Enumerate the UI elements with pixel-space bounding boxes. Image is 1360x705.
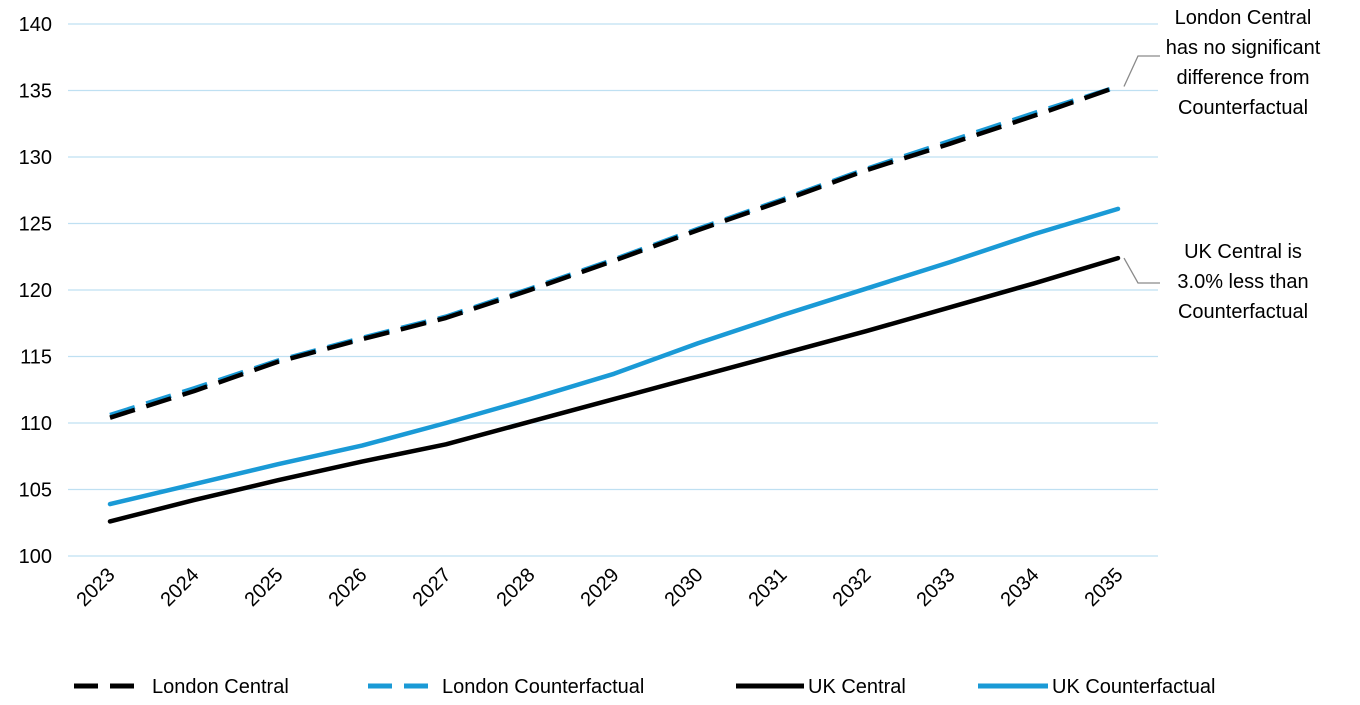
legend: London Central London Counterfactual UK Ce… [74, 676, 1215, 698]
x-tick-label: 2031 [745, 564, 792, 611]
legend-label: UK Counterfactual [1052, 676, 1215, 698]
y-tick-label: 135 [19, 81, 52, 103]
y-tick-label: 140 [19, 14, 52, 36]
annotation-text: difference from [1176, 67, 1309, 89]
y-tick-label: 105 [19, 480, 52, 502]
x-tick-label: 2023 [73, 564, 120, 611]
annotations: London Central has no significant differen… [1123, 7, 1321, 323]
annotation-text: 3.0% less than [1177, 271, 1308, 293]
annotation-leader-line [1123, 55, 1160, 87]
annotation-text: has no significant [1166, 37, 1321, 59]
x-tick-label: 2029 [577, 564, 624, 611]
y-tick-label: 125 [19, 214, 52, 236]
series-line-uk-counterfactual [107, 206, 1121, 507]
annotation-text: Counterfactual [1178, 97, 1308, 119]
y-tick-label: 120 [19, 280, 52, 302]
gridlines [68, 23, 1158, 557]
x-axis-tick-labels: 2023 2024 2025 2026 2027 2028 2029 2030 2031 2032… [73, 564, 1128, 611]
x-tick-label: 2024 [157, 564, 204, 611]
x-tick-label: 2026 [325, 564, 372, 611]
x-tick-label: 2033 [913, 564, 960, 611]
x-tick-label: 2032 [829, 564, 876, 611]
x-tick-label: 2035 [1081, 564, 1128, 611]
y-tick-label: 130 [19, 147, 52, 169]
y-axis-tick-labels: 100 105 110 115 120 125 130 135 140 [19, 14, 52, 568]
legend-label: UK Central [808, 676, 906, 698]
legend-label: London Central [152, 676, 289, 698]
x-tick-label: 2027 [409, 564, 456, 611]
legend-label: London Counterfactual [442, 676, 644, 698]
x-tick-label: 2030 [661, 564, 708, 611]
annotation-leader-line [1123, 257, 1160, 284]
x-tick-label: 2025 [241, 564, 288, 611]
annotation-text: London Central [1175, 7, 1312, 29]
y-tick-label: 110 [20, 413, 52, 435]
x-tick-label: 2028 [493, 564, 540, 611]
y-tick-label: 100 [19, 546, 52, 568]
annotation-text: UK Central is [1184, 241, 1302, 263]
y-tick-label: 115 [20, 347, 52, 369]
series-lines [107, 84, 1121, 524]
series-line-uk-central [107, 255, 1121, 524]
x-tick-label: 2034 [997, 564, 1044, 611]
series-line-london-central [109, 84, 1119, 420]
annotation-text: Counterfactual [1178, 301, 1308, 323]
